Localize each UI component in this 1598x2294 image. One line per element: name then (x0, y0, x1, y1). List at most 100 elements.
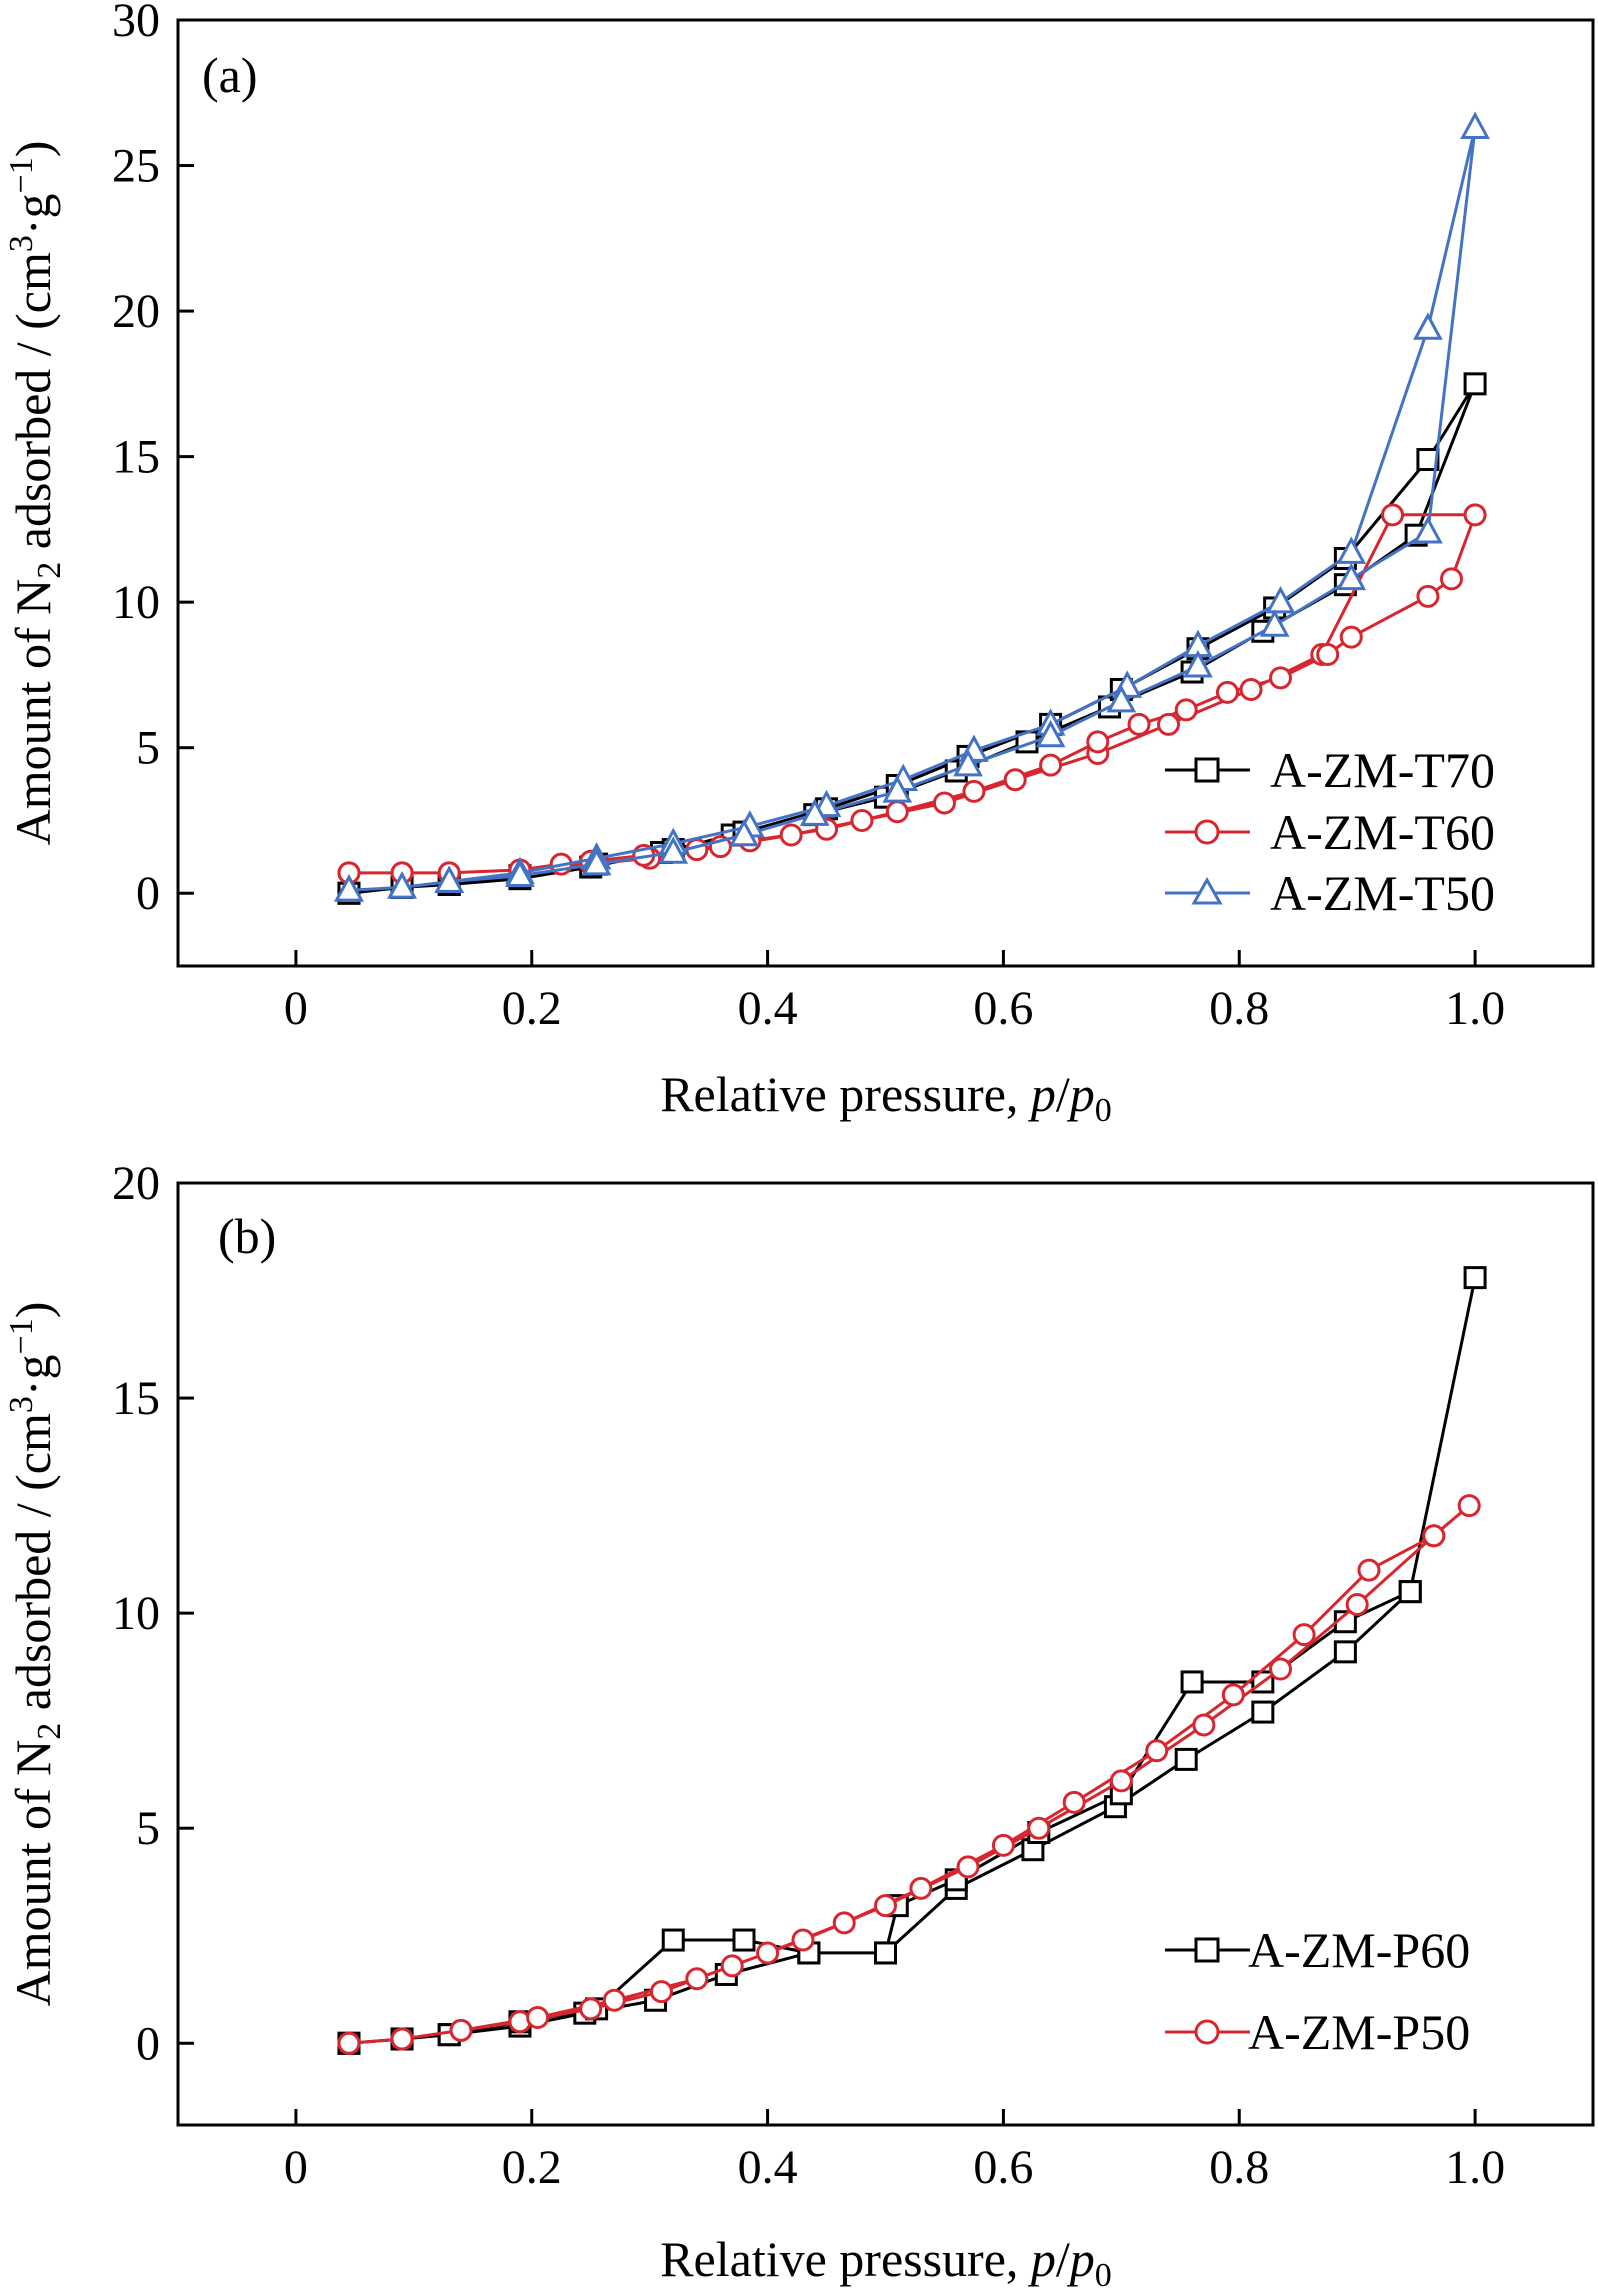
data-point-a-zm-t50 (1336, 562, 1367, 591)
data-point-a-zm-p50 (685, 1967, 709, 1991)
data-point-a-zm-t50 (1265, 586, 1296, 614)
panel-a-plot-frame (176, 18, 1595, 968)
data-point-a-zm-t60 (1339, 625, 1363, 649)
data-point-a-zm-p60 (1174, 1747, 1198, 1771)
data-point-a-zm-t50 (1183, 650, 1213, 678)
data-point-a-zm-p50 (874, 1894, 897, 1918)
x-tick-label: 0.6 (973, 982, 1033, 1035)
data-point-a-zm-p50 (1422, 1524, 1446, 1548)
panel-b-y-axis-title: Amount of N2 adsorbed / (cm3·g−1) (3, 1302, 68, 2007)
legend-marker-circle (1194, 2019, 1220, 2045)
legend-item-a-zm-t70: A-ZM-T70 (1165, 742, 1495, 798)
y-tick-label: 25 (112, 140, 160, 193)
data-point-a-zm-p60 (661, 1928, 685, 1952)
data-point-a-zm-t60 (1215, 680, 1239, 704)
legend-item-a-zm-t50: A-ZM-T50 (1165, 865, 1495, 921)
y-tick-label: 20 (112, 285, 160, 338)
x-tick-label: 0.8 (1209, 2141, 1269, 2194)
legend-marker-triangle (1191, 876, 1223, 905)
data-point-a-zm-p50 (1192, 1713, 1216, 1737)
data-point-a-zm-p50 (1221, 1683, 1245, 1707)
x-tick-label: 1.0 (1445, 2141, 1505, 2194)
legend-label-a-zm-t50: A-ZM-T50 (1270, 865, 1495, 921)
data-point-a-zm-t60 (1381, 503, 1405, 527)
legend-item-a-zm-p60: A-ZM-P60 (1165, 1922, 1470, 1978)
data-point-a-zm-p50 (1292, 1623, 1316, 1647)
data-point-a-zm-p60 (874, 1941, 897, 1965)
data-point-a-zm-t60 (850, 808, 874, 832)
panel-b-chart: 0 0.2 0.4 0.6 0.8 1.0 0 5 10 15 20 (b) Relative p… (3, 1157, 1595, 2294)
data-point-a-zm-p50 (720, 1954, 744, 1978)
data-point-a-zm-p60 (1463, 1266, 1487, 1290)
data-point-a-zm-p60 (732, 1928, 756, 1952)
data-point-a-zm-t50 (1413, 312, 1443, 340)
legend-item-a-zm-p50: A-ZM-P50 (1165, 2004, 1470, 2060)
x-tick-label: 0.8 (1209, 982, 1269, 1035)
x-tick-label: 1.0 (1445, 982, 1505, 1035)
data-point-a-zm-p60 (1333, 1640, 1357, 1664)
x-tick-label: 0.2 (502, 982, 562, 1035)
data-point-a-zm-p60 (1398, 1580, 1422, 1604)
data-point-a-zm-t60 (1174, 698, 1198, 722)
data-point-a-zm-t60 (932, 791, 956, 815)
data-point-a-zm-p50 (602, 1988, 626, 2012)
panel-a-y-axis-title: Amount of N2 adsorbed / (cm3·g−1) (3, 141, 68, 846)
y-tick-label: 0 (136, 2017, 160, 2070)
data-point-a-zm-t50 (1259, 609, 1290, 637)
data-point-a-zm-t60 (1039, 753, 1063, 777)
data-point-a-zm-t70 (1463, 372, 1487, 396)
data-point-a-zm-t60 (1269, 666, 1293, 690)
x-tick-label: 0 (284, 2141, 308, 2194)
data-point-a-zm-t60 (1440, 567, 1463, 591)
y-tick-label: 15 (112, 431, 160, 484)
data-point-a-zm-t50 (729, 818, 759, 847)
data-point-a-zm-t50 (434, 865, 465, 893)
y-tick-label: 0 (136, 867, 160, 920)
legend-label-a-zm-p50: A-ZM-P50 (1248, 2004, 1470, 2060)
data-point-a-zm-p50 (832, 1911, 856, 1935)
legend-item-a-zm-t60: A-ZM-T60 (1165, 804, 1495, 860)
data-point-a-zm-p60 (1251, 1700, 1275, 1724)
data-point-a-zm-p50 (1145, 1739, 1169, 1763)
series-a-zm-t50 (334, 111, 1490, 902)
data-point-a-zm-p50 (1345, 1593, 1369, 1617)
data-point-a-zm-p50 (909, 1876, 933, 1900)
legend-label-a-zm-p60: A-ZM-P60 (1248, 1922, 1470, 1978)
data-point-a-zm-t50 (1336, 536, 1367, 564)
data-point-a-zm-p50 (449, 2018, 473, 2042)
data-point-a-zm-t60 (1127, 712, 1151, 736)
data-point-a-zm-t60 (885, 800, 909, 824)
y-tick-label: 5 (136, 1802, 160, 1855)
data-point-a-zm-t60 (1463, 503, 1487, 527)
data-point-a-zm-t50 (1413, 516, 1443, 544)
data-point-a-zm-t60 (1003, 768, 1027, 792)
legend-label-a-zm-t70: A-ZM-T70 (1270, 742, 1495, 798)
data-point-a-zm-p50 (579, 1997, 603, 2021)
x-tick-label: 0.2 (502, 2141, 562, 2194)
data-point-a-zm-p50 (1457, 1494, 1481, 1518)
panel-b-plot-frame (176, 1181, 1595, 2127)
data-point-a-zm-t50 (953, 749, 983, 777)
panel-b-y-ticks: 0 5 10 15 20 (112, 1157, 194, 2070)
data-point-a-zm-p50 (1109, 1769, 1133, 1793)
y-tick-label: 5 (136, 722, 160, 775)
data-point-a-zm-p50 (649, 1980, 673, 2004)
panel-a-x-axis-title: Relative pressure, p/p0 (660, 1066, 1112, 1129)
data-point-a-zm-p50 (526, 2005, 550, 2029)
panel-a-chart: 0 0.2 0.4 0.6 0.8 1.0 0 5 10 15 20 25 30 (a) Relati… (3, 0, 1595, 1129)
data-point-a-zm-t60 (962, 779, 986, 803)
data-point-a-zm-t60 (1157, 712, 1180, 736)
panel-b-label: (b) (218, 1208, 276, 1264)
data-point-a-zm-p50 (337, 2031, 361, 2055)
panel-b-series (337, 1266, 1487, 2055)
data-point-a-zm-p50 (390, 2027, 414, 2051)
data-point-a-zm-t50 (882, 775, 913, 803)
data-point-a-zm-p50 (1062, 1790, 1086, 1814)
data-point-a-zm-t70 (1416, 448, 1440, 472)
panel-a-legend: A-ZM-T70 A-ZM-T60 A-ZM-T50 (1165, 742, 1495, 921)
data-point-a-zm-p50 (1269, 1657, 1293, 1681)
panel-b-x-ticks: 0 0.2 0.4 0.6 0.8 1.0 (284, 2109, 1505, 2194)
y-tick-label: 10 (112, 1587, 160, 1640)
legend-label-a-zm-t60: A-ZM-T60 (1270, 804, 1495, 860)
